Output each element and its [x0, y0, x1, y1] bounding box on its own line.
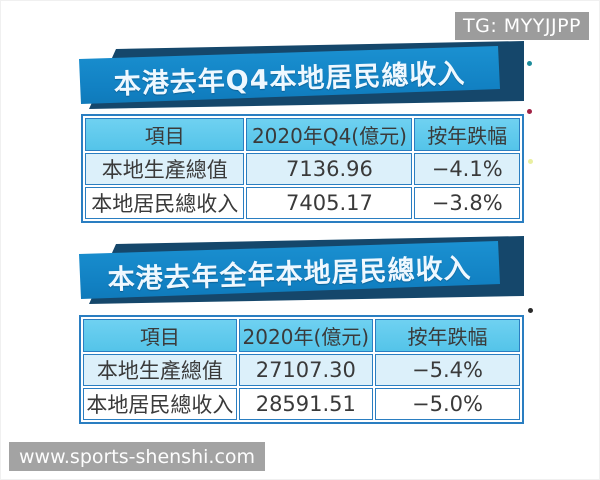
accent-dot-crimson — [527, 109, 532, 114]
fullyear-header-change: 按年跌幅 — [374, 319, 520, 352]
site-watermark-badge: www.sports-shenshi.com — [9, 442, 265, 471]
q4-gni-change: −3.8% — [414, 187, 520, 219]
tg-watermark-badge: TG: MYYJJPP — [455, 12, 589, 40]
q4-gni-label: 本地居民總收入 — [85, 187, 245, 219]
fullyear-gdp-label: 本地生產總值 — [83, 354, 237, 386]
banner-q4: 本港去年Q4本地居民總收入 — [79, 41, 524, 111]
accent-dot-teal — [527, 61, 532, 66]
fullyear-table-row-gni: 本地居民總收入 28591.51 −5.0% — [83, 388, 520, 420]
site-watermark-text: www.sports-shenshi.com — [19, 445, 256, 468]
accent-dot-dark — [528, 308, 533, 313]
q4-gdp-value: 7136.96 — [246, 153, 413, 185]
q4-table: 項目 2020年Q4(億元) 按年跌幅 本地生產總值 7136.96 −4.1%… — [81, 114, 524, 223]
tg-watermark-text: TG: MYYJJPP — [463, 15, 581, 37]
fullyear-gni-value: 28591.51 — [238, 388, 373, 420]
fullyear-gni-change: −5.0% — [374, 388, 520, 420]
q4-gdp-change: −4.1% — [414, 153, 520, 185]
fullyear-header-item: 項目 — [83, 319, 237, 352]
fullyear-table-row-gdp: 本地生產總值 27107.30 −5.4% — [83, 354, 520, 386]
q4-table-row-gni: 本地居民總收入 7405.17 −3.8% — [85, 187, 520, 219]
fullyear-table: 項目 2020年(億元) 按年跌幅 本地生產總值 27107.30 −5.4% … — [79, 315, 524, 424]
q4-table-header-row: 項目 2020年Q4(億元) 按年跌幅 — [85, 118, 520, 151]
fullyear-gni-label: 本地居民總收入 — [83, 388, 237, 420]
q4-header-value: 2020年Q4(億元) — [246, 118, 413, 151]
fullyear-gdp-value: 27107.30 — [238, 354, 373, 386]
fullyear-table-header-row: 項目 2020年(億元) 按年跌幅 — [83, 319, 520, 352]
accent-dot-yellow — [528, 159, 533, 164]
q4-header-change: 按年跌幅 — [414, 118, 520, 151]
banner-fullyear: 本港去年全年本地居民總收入 — [79, 236, 524, 306]
fullyear-gdp-change: −5.4% — [374, 354, 520, 386]
q4-gdp-label: 本地生產總值 — [85, 153, 245, 185]
q4-table-row-gdp: 本地生產總值 7136.96 −4.1% — [85, 153, 520, 185]
fullyear-header-value: 2020年(億元) — [238, 319, 373, 352]
q4-gni-value: 7405.17 — [246, 187, 413, 219]
q4-header-item: 項目 — [85, 118, 245, 151]
